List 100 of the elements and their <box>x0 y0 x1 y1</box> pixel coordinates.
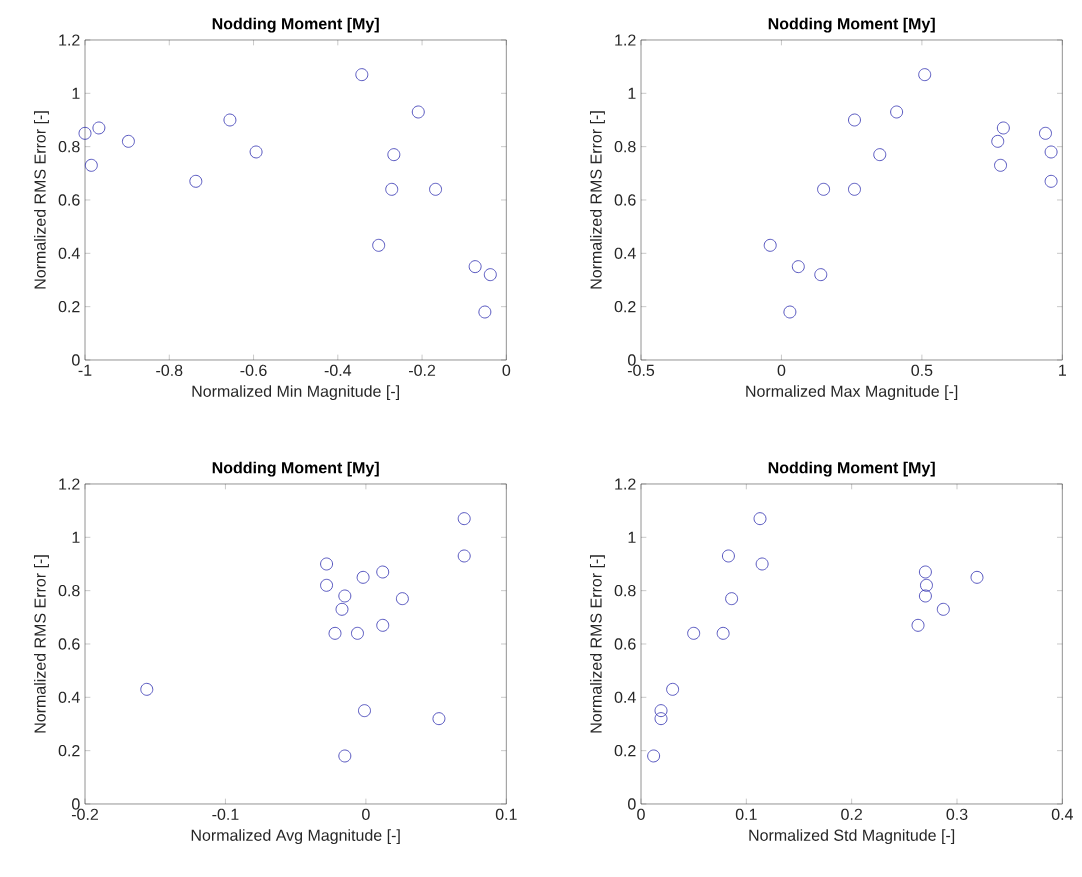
point <box>335 602 349 616</box>
x-tick-label: 0.2 <box>841 808 862 821</box>
y-tick-label: 1 <box>72 531 80 543</box>
x-tick-label: -0.1 <box>212 808 239 821</box>
point <box>385 182 399 196</box>
point <box>994 158 1007 172</box>
y-tick-label: 1 <box>72 87 80 99</box>
x-axis-title: Normalized Avg Magnitude [-] <box>191 829 400 845</box>
point <box>654 704 668 718</box>
point <box>478 305 492 319</box>
point <box>911 618 925 632</box>
point <box>189 174 203 188</box>
y-tick-label: 0.4 <box>614 247 636 259</box>
point <box>970 570 984 584</box>
point <box>783 305 797 319</box>
point <box>753 512 767 526</box>
point <box>991 134 1005 148</box>
x-tick-label: 0 <box>777 364 786 377</box>
point <box>919 589 932 603</box>
point <box>84 158 98 172</box>
point <box>1044 174 1058 188</box>
point <box>223 113 237 127</box>
point <box>920 578 933 592</box>
point <box>338 589 352 603</box>
y-tick-label: 0.2 <box>58 300 80 313</box>
y-axis-title: Normalized RMS Error [-] <box>589 555 605 733</box>
y-tick-label: 0.8 <box>58 140 80 153</box>
y-tick-label: 1.2 <box>59 34 80 46</box>
x-tick-label: -0.5 <box>627 364 655 377</box>
point <box>468 260 482 274</box>
point <box>483 268 497 282</box>
y-tick-label: 1.2 <box>615 34 636 46</box>
point <box>355 68 369 82</box>
chart-title: Nodding Moment [My] <box>212 17 379 33</box>
y-tick-label: 1 <box>628 87 636 99</box>
point <box>936 602 950 616</box>
y-tick-label: 0.6 <box>614 194 636 206</box>
chart-title: Nodding Moment [My] <box>768 461 935 477</box>
y-tick-label: 0.4 <box>58 247 80 259</box>
y-tick-label: 0 <box>628 798 636 810</box>
y-tick-label: 0.4 <box>58 691 80 703</box>
point <box>320 557 333 571</box>
point <box>376 565 390 579</box>
point <box>687 626 701 640</box>
point <box>92 121 106 135</box>
point <box>647 749 661 763</box>
point <box>725 592 738 606</box>
x-tick-label: -0.2 <box>409 364 436 377</box>
point <box>873 148 887 162</box>
point <box>716 626 730 640</box>
y-axis-title: Normalized RMS Error [-] <box>33 111 49 289</box>
x-tick-label: 1 <box>1059 364 1066 376</box>
point <box>755 557 769 571</box>
point <box>376 618 390 632</box>
x-tick-label: 0 <box>502 364 511 377</box>
x-tick-label: -0.4 <box>324 364 352 377</box>
y-tick-label: 0.8 <box>58 584 80 597</box>
y-tick-label: 0.2 <box>614 300 636 313</box>
x-axis-title: Normalized Std Magnitude [-] <box>749 829 955 845</box>
y-tick-label: 0.6 <box>58 638 80 650</box>
y-tick-label: 1.2 <box>59 478 80 490</box>
point <box>457 549 471 563</box>
y-tick-label: 0 <box>628 354 636 366</box>
point <box>372 238 386 252</box>
point <box>432 712 446 726</box>
point <box>396 592 409 606</box>
point <box>411 105 425 119</box>
point <box>78 126 92 140</box>
point <box>328 626 342 640</box>
chart-title: Nodding Moment [My] <box>768 17 935 33</box>
y-tick-label: 0.6 <box>58 194 80 206</box>
point <box>791 260 805 274</box>
point <box>890 105 904 119</box>
y-axis-title: Normalized RMS Error [-] <box>589 111 605 289</box>
point <box>338 749 352 763</box>
y-tick-label: 1.2 <box>615 478 636 490</box>
point <box>122 134 135 148</box>
x-tick-label: 0 <box>637 808 645 821</box>
point <box>722 549 735 563</box>
y-tick-label: 0.8 <box>614 140 636 153</box>
point <box>457 512 471 526</box>
chart-title: Nodding Moment [My] <box>212 461 379 477</box>
x-axis-title: Normalized Min Magnitude [-] <box>192 385 399 401</box>
y-tick-label: 0.6 <box>614 638 636 650</box>
point <box>919 565 932 579</box>
point <box>848 182 861 196</box>
point <box>320 578 333 592</box>
x-tick-label: -1 <box>78 364 92 376</box>
y-tick-label: 0.4 <box>614 691 636 703</box>
y-axis-title: Normalized RMS Error [-] <box>33 555 49 733</box>
point <box>1039 126 1052 140</box>
x-tick-label: 0.1 <box>495 808 517 821</box>
y-tick-label: 0 <box>72 798 80 810</box>
point <box>918 68 932 82</box>
point <box>351 626 364 640</box>
y-tick-label: 0.2 <box>614 744 636 757</box>
x-tick-label: 0 <box>362 808 370 821</box>
y-tick-label: 1 <box>628 531 636 543</box>
point <box>654 712 668 726</box>
point <box>429 182 442 196</box>
